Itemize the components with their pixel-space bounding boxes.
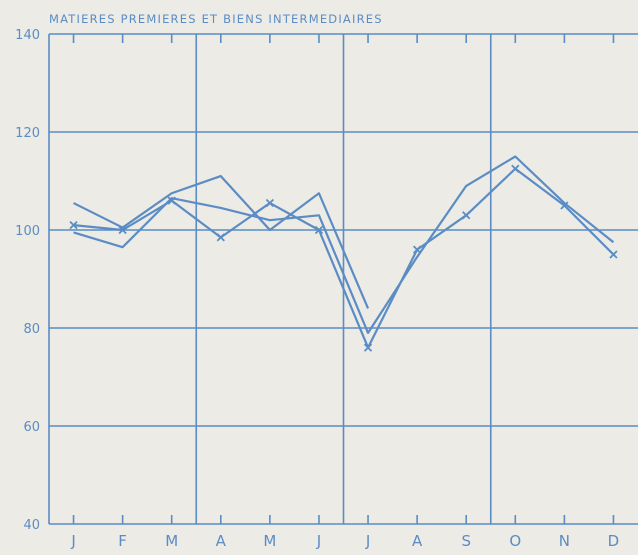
x-tick-label: S (461, 532, 471, 550)
x-tick-label: F (118, 532, 127, 550)
series-3-point (167, 196, 176, 205)
series-3-point (363, 343, 373, 352)
x-tick-label: M (263, 532, 276, 550)
x-tick-label: D (608, 532, 620, 550)
x-tick-label: M (165, 532, 178, 550)
y-tick-label: 40 (23, 518, 40, 533)
x-tick-label: A (412, 532, 423, 550)
series-3-point (609, 250, 618, 259)
series-3-point (69, 220, 78, 230)
y-tick-label: 60 (23, 420, 40, 435)
series-3-point (560, 201, 569, 210)
series-1-line (73, 175, 370, 309)
series-3-point (216, 233, 225, 242)
x-tick-label: J (316, 532, 321, 550)
series-3-point (265, 198, 275, 208)
x-tick-label: N (559, 532, 570, 550)
x-tick-label: O (509, 532, 521, 550)
y-tick-label: 120 (15, 126, 40, 141)
y-tick-label: 100 (15, 224, 40, 239)
series-3-line (73, 167, 615, 349)
y-tick-label: 80 (23, 322, 40, 337)
series-3-point (412, 245, 422, 254)
series-3-point (314, 225, 324, 235)
y-tick-label: 140 (15, 28, 40, 43)
x-tick-label: J (70, 532, 75, 550)
chart-title: MATIERES PREMIERES ET BIENS INTERMEDIAIR… (49, 12, 383, 26)
series-3-point (118, 225, 127, 235)
x-tick-label: J (365, 532, 370, 550)
series-3-point (462, 211, 471, 220)
x-tick-label: A (216, 532, 227, 550)
series-3-point (511, 164, 520, 173)
